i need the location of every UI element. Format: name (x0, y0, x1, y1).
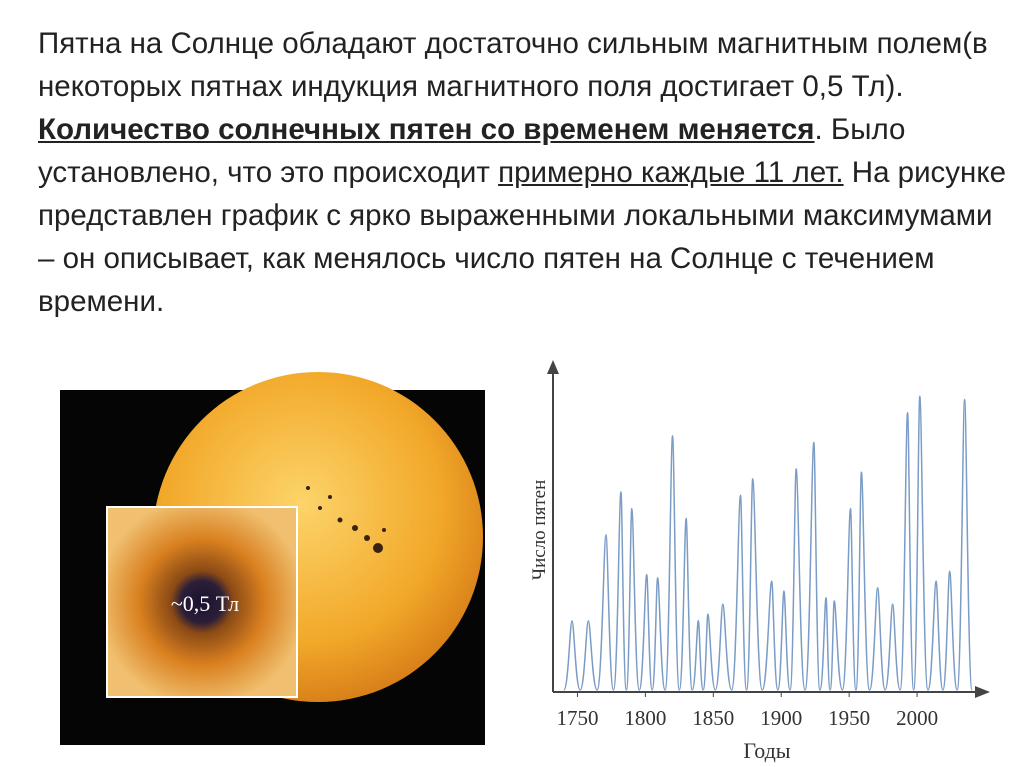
cycle-curve (651, 577, 666, 691)
x-axis-label: Годы (743, 738, 790, 763)
cycle-curve (638, 573, 653, 691)
x-tick-label: 1800 (624, 706, 666, 730)
x-tick-label: 1950 (828, 706, 870, 730)
cycle-curve (912, 395, 929, 691)
cycle-curve (664, 435, 681, 691)
cycle-curve (678, 517, 693, 691)
cycle-curve (868, 586, 886, 691)
paragraph: Пятна на Солнце обладают достаточно силь… (38, 22, 1013, 323)
cycle-curve (899, 412, 915, 691)
text-segment: На рисунке представлен график с ярко выр… (38, 156, 1006, 318)
y-axis-label: Число пятен (529, 480, 550, 581)
cycle-curve (841, 507, 857, 691)
x-tick-label: 1900 (760, 706, 802, 730)
sunspot-inset (106, 506, 298, 698)
field-label: ~0,5 Тл (171, 591, 239, 616)
cycle-curve (956, 398, 973, 691)
cycle-curve (819, 596, 831, 691)
chart: Число пятен Годы 1750 1800 1850 1900 1950 200… (529, 360, 990, 763)
cycle-curve (761, 580, 779, 691)
cycle-curve (884, 603, 901, 691)
cycle-curve (789, 468, 806, 691)
cycle-curve (702, 613, 717, 691)
cycle-curve (625, 507, 641, 691)
cycle-curve (804, 441, 821, 691)
cycle-curve (855, 471, 871, 691)
y-arrow (547, 360, 559, 374)
x-tick-label: 1850 (692, 706, 734, 730)
x-arrow (975, 686, 990, 698)
cycle-curve (829, 600, 844, 691)
x-tick-label: 2000 (896, 706, 938, 730)
cycle-curve (596, 534, 615, 691)
cycle-curve (777, 590, 791, 691)
cycle-curve (942, 570, 958, 691)
cycle-curve (745, 478, 763, 691)
cycle-curve (563, 619, 581, 691)
cycle-curve (691, 619, 704, 691)
text-segment: Количество солнечных пятен со временем м… (38, 113, 815, 146)
text-segment: . Было установлено, что это происходит (38, 113, 906, 189)
cycle-curve (927, 580, 944, 691)
x-tick-label: 1750 (556, 706, 598, 730)
cycle-curve (714, 603, 733, 691)
cycle-curve (579, 619, 598, 691)
sunspots (306, 486, 386, 553)
text-segment: примерно каждые 11 лет. (498, 156, 844, 189)
cycle-curve (612, 491, 628, 691)
text-segment: Пятна на Солнце обладают достаточно силь… (38, 27, 988, 103)
cycle-curve (730, 494, 748, 691)
